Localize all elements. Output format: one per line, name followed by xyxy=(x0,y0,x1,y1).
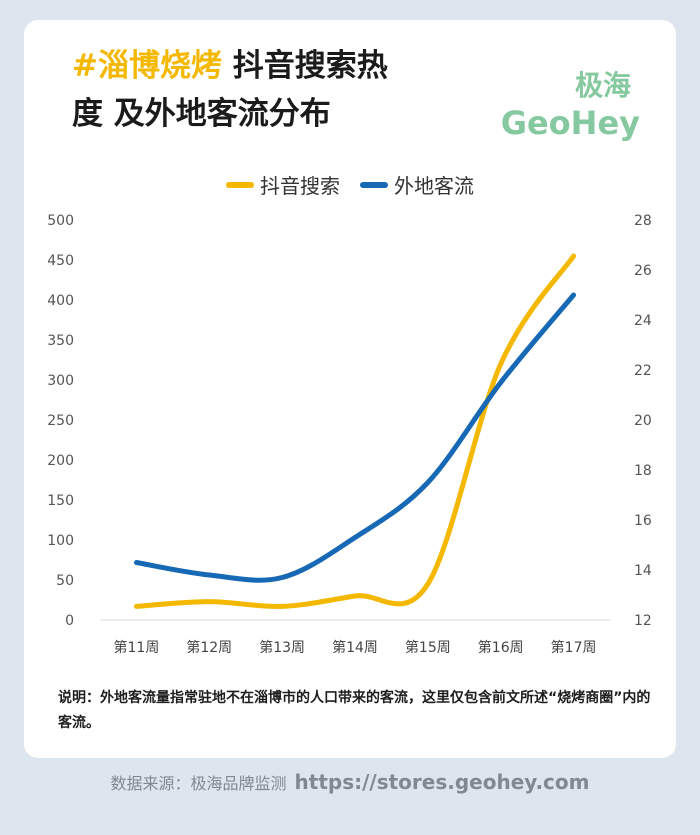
y-left-tick-label: 50 xyxy=(56,573,74,589)
data-source: 数据来源：极海品牌监测 https://stores.geohey.com xyxy=(0,770,700,794)
title-hashtag: #淄博烧烤 xyxy=(72,48,222,84)
y-right-tick-label: 16 xyxy=(634,513,652,529)
x-tick-label: 第17周 xyxy=(551,639,597,656)
x-tick-label: 第12周 xyxy=(186,639,232,656)
y-left-tick-label: 350 xyxy=(47,333,74,349)
footnote-label: 说明： xyxy=(58,690,100,706)
y-right-tick-label: 24 xyxy=(634,313,652,329)
series-line-visitors xyxy=(133,292,577,583)
y-right-tick-label: 22 xyxy=(634,363,652,379)
y-left-tick-label: 450 xyxy=(47,253,74,269)
y-right-tick-label: 18 xyxy=(634,463,652,479)
x-tick-label: 第11周 xyxy=(114,639,160,656)
chart-legend: 抖音搜索 外地客流 xyxy=(24,170,676,199)
footnote-text: 外地客流量指常驻地不在淄博市的人口带来的客流，这里仅包含前文所述“烧烤商圈”内的… xyxy=(58,690,651,731)
x-tick-label: 第16周 xyxy=(478,639,524,656)
legend-swatch-visitors xyxy=(360,181,388,188)
legend-item-visitors: 外地客流 xyxy=(360,170,474,199)
y-left-tick-label: 250 xyxy=(47,413,74,429)
y-left-tick-label: 300 xyxy=(47,373,74,389)
line-chart: 0 50 100 150 200 250 300 350 400 450 500 12 14 16 18 20… xyxy=(47,213,652,656)
title-text-line1: 抖音搜索热 xyxy=(221,48,388,84)
y-left-tick-label: 0 xyxy=(65,613,74,629)
x-tick-label: 第13周 xyxy=(259,639,305,656)
series-line-search xyxy=(133,253,577,609)
legend-item-search: 抖音搜索 xyxy=(226,170,340,199)
y-left-tick-label: 200 xyxy=(47,453,74,469)
legend-swatch-search xyxy=(226,181,254,188)
y-right-tick-label: 14 xyxy=(634,563,652,579)
y-right-tick-label: 20 xyxy=(634,413,652,429)
title-text-line2: 度 及外地客流分布 xyxy=(72,96,331,132)
footnote: 说明：外地客流量指常驻地不在淄博市的人口带来的客流，这里仅包含前文所述“烧烤商圈… xyxy=(58,686,658,736)
legend-label-search: 抖音搜索 xyxy=(260,174,340,198)
y-right-tick-label: 12 xyxy=(634,613,652,629)
legend-label-visitors: 外地客流 xyxy=(394,174,474,198)
x-tick-label: 第15周 xyxy=(405,639,451,656)
x-tick-label: 第14周 xyxy=(332,639,378,656)
brand-logo-cn: 极海 xyxy=(574,69,631,102)
brand-logo-en: GeoHey xyxy=(500,104,640,142)
source-label: 数据来源：极海品牌监测 xyxy=(110,774,287,793)
y-right-tick-label: 26 xyxy=(634,263,652,279)
chart-card: #淄博烧烤 抖音搜索热度 及外地客流分布 极海 GeoHey 抖音搜索 外地客流… xyxy=(24,20,676,758)
page-title: #淄博烧烤 抖音搜索热度 及外地客流分布 xyxy=(72,42,502,138)
y-left-tick-label: 500 xyxy=(47,213,74,229)
source-url: https://stores.geohey.com xyxy=(294,770,590,794)
y-left-tick-label: 400 xyxy=(47,293,74,309)
y-left-tick-label: 100 xyxy=(47,533,74,549)
y-left-tick-label: 150 xyxy=(47,493,74,509)
y-right-tick-label: 28 xyxy=(634,213,652,229)
